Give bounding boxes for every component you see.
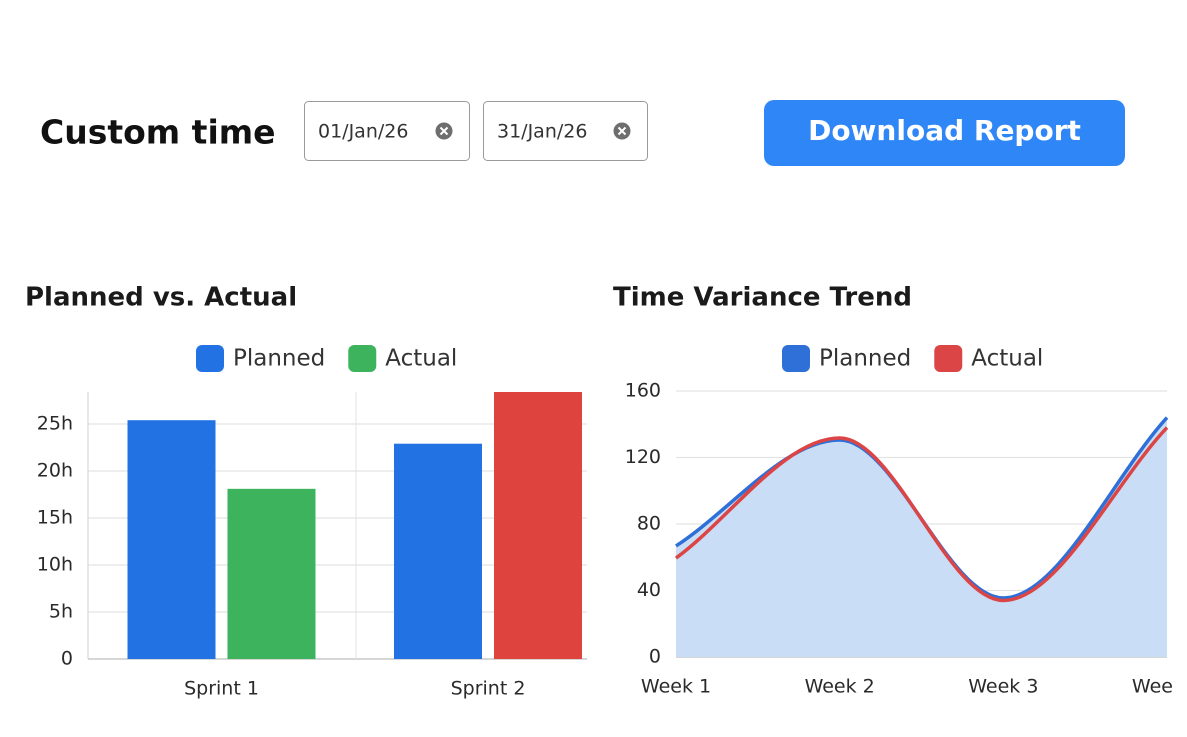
legend-swatch [348, 345, 377, 372]
chart-title: Time Variance Trend [613, 283, 912, 313]
legend-swatch [934, 345, 963, 372]
y-tick-label: 10h [37, 553, 73, 575]
area [676, 417, 1167, 657]
y-tick-label: 40 [637, 579, 661, 601]
y-tick-label: 80 [637, 513, 661, 535]
bar [494, 392, 582, 659]
legend-swatch [782, 345, 810, 372]
button-label: Download Report [808, 114, 1081, 147]
time-label: Custom time [40, 113, 276, 152]
legend-label: Actual [385, 346, 457, 372]
x-tick-label: Week 4 [1132, 676, 1187, 698]
y-tick-label: 120 [625, 446, 661, 468]
x-tick-label: Week 3 [968, 676, 1038, 698]
clear-x [617, 126, 627, 136]
end-date-field[interactable]: 31/Jan/26 [483, 101, 648, 161]
legend-label: Planned [233, 346, 325, 372]
chart: Planned vs. Actual Planned Actual 0 5h 10h 15h… [25, 283, 587, 700]
bar [227, 488, 316, 659]
y-tick-label: 20h [37, 459, 73, 481]
bar [127, 420, 216, 659]
legend-swatch [196, 345, 224, 372]
line [674, 426, 1169, 603]
x-tick-label: Sprint 2 [451, 678, 526, 700]
y-tick-label: 0 [649, 646, 661, 668]
legend-label: Actual [971, 346, 1043, 372]
bar [394, 443, 482, 659]
legend-label: Planned [819, 346, 911, 372]
y-tick-label: 160 [625, 380, 661, 402]
x-tick-label: Sprint 1 [184, 678, 259, 700]
chart-title: Planned vs. Actual [25, 283, 297, 313]
start-date-field[interactable]: 01/Jan/26 [304, 101, 470, 161]
y-tick-label: 25h [37, 412, 73, 434]
y-tick-label: 15h [37, 506, 73, 528]
chart: Time Variance Trend Planned Actual 0 40 80 120… [613, 283, 1187, 698]
y-tick-label: 5h [49, 600, 73, 622]
start-date: 01/Jan/26 [318, 121, 408, 143]
download-button[interactable]: Download Report [764, 100, 1125, 166]
x-tick-label: Week 1 [641, 676, 711, 698]
end-date: 31/Jan/26 [497, 121, 587, 143]
clear-x [439, 126, 449, 136]
x-tick-label: Week 2 [805, 676, 875, 698]
y-tick-label: 0 [61, 648, 73, 670]
